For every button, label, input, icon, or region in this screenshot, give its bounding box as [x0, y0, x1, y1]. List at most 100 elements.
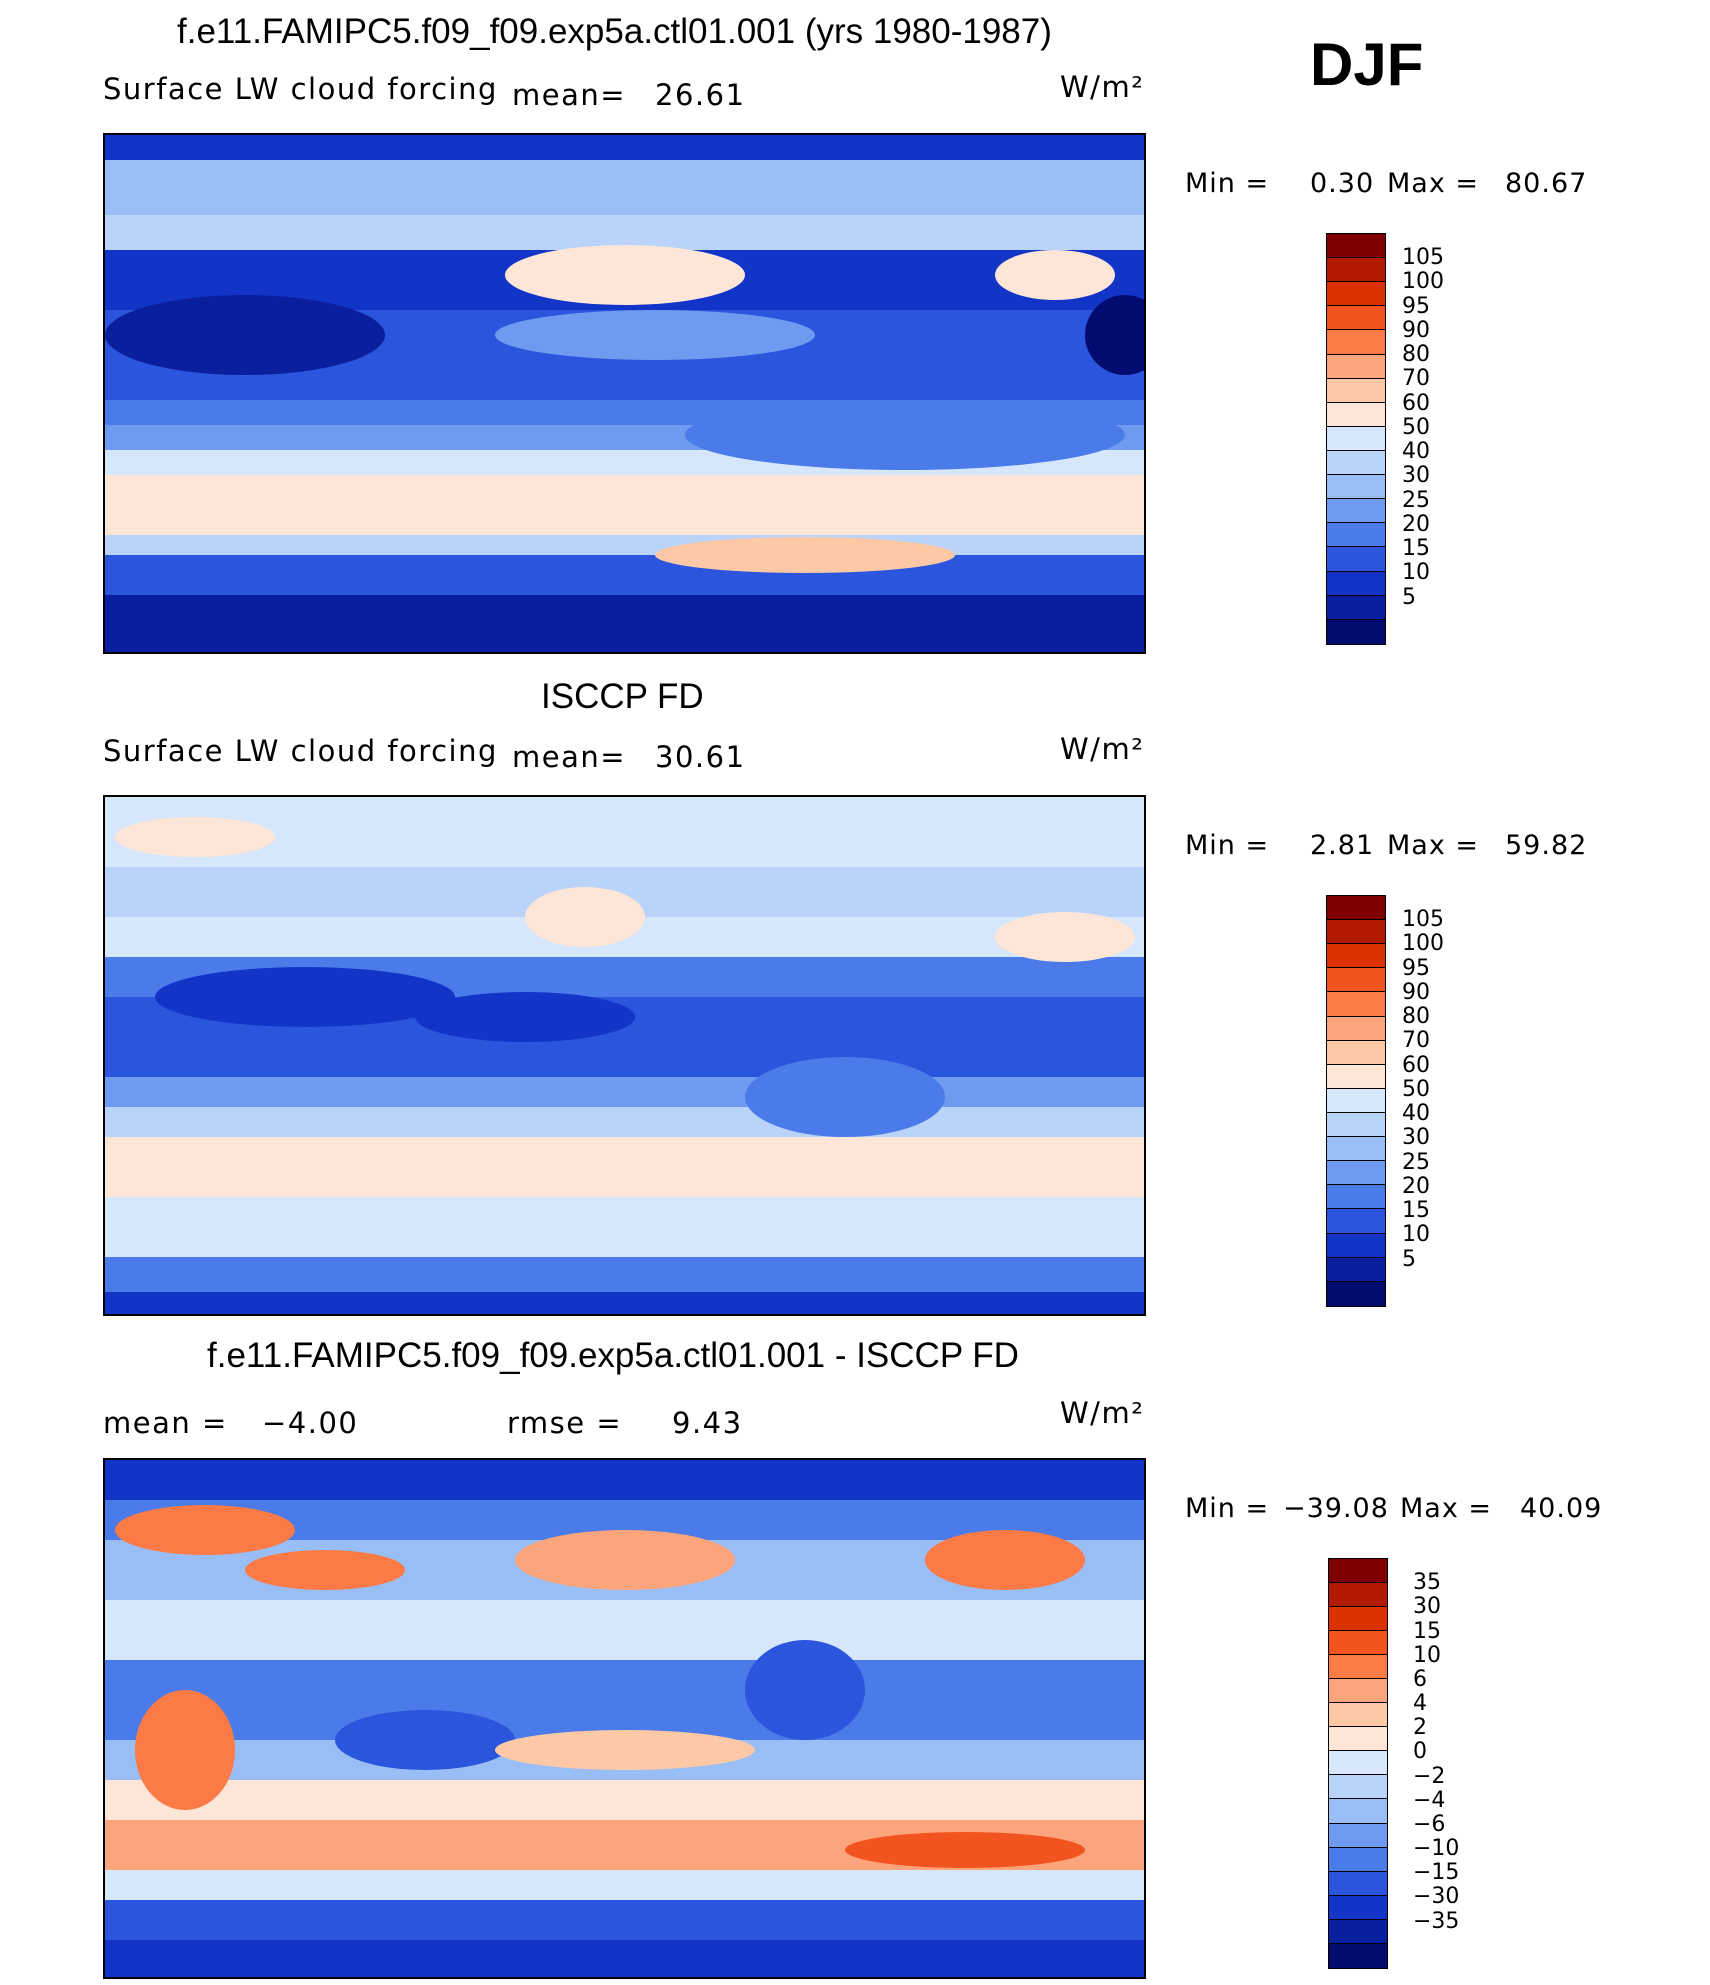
colorbar-tick-label: 95: [1402, 293, 1430, 319]
colorbar-swatch: [1327, 547, 1385, 572]
colorbar-swatch: [1327, 330, 1385, 355]
colorbar-tick-label: 80: [1402, 342, 1430, 368]
colorbar-tick-label: 60: [1402, 1052, 1430, 1078]
panel3-max-value: 40.09: [1520, 1493, 1603, 1524]
colorbar-swatch: [1327, 968, 1385, 993]
colorbar-tick-label: 10: [1413, 1642, 1441, 1668]
colorbar-tick-label: −6: [1413, 1811, 1446, 1837]
colorbar-swatch: [1327, 378, 1385, 403]
colorbar-tick-label: 4: [1413, 1691, 1427, 1717]
colorbar-swatch: [1327, 1064, 1385, 1089]
colorbar-tick-label: 20: [1402, 511, 1430, 537]
panel3-map: [103, 1458, 1146, 1979]
panel1-map-field: [105, 135, 1144, 652]
colorbar-swatch: [1327, 992, 1385, 1017]
panel2-units: W/m²: [1060, 732, 1145, 766]
colorbar-tick-label: 5: [1402, 584, 1416, 610]
colorbar-swatch: [1329, 1847, 1387, 1872]
colorbar-tick-label: −30: [1413, 1884, 1460, 1910]
colorbar-tick-label: 50: [1402, 1076, 1430, 1102]
colorbar-swatch: [1327, 1185, 1385, 1210]
colorbar-tick-label: 30: [1413, 1594, 1441, 1620]
colorbar-swatch: [1327, 944, 1385, 969]
colorbar-swatch: [1327, 571, 1385, 596]
colorbar-swatch: [1327, 306, 1385, 331]
colorbar-tick-label: 40: [1402, 439, 1430, 465]
panel1-colorbar: [1326, 233, 1386, 645]
colorbar-swatch: [1327, 920, 1385, 945]
colorbar-tick-label: 6: [1413, 1666, 1427, 1692]
panel1-max-value: 80.67: [1505, 168, 1588, 199]
colorbar-tick-label: 10: [1402, 560, 1430, 586]
panel1-mean-label: mean=: [512, 78, 627, 112]
colorbar-swatch: [1327, 258, 1385, 283]
colorbar-swatch: [1329, 1895, 1387, 1920]
panel2-title: ISCCP FD: [541, 677, 704, 716]
colorbar-swatch: [1327, 1161, 1385, 1186]
colorbar-swatch: [1327, 354, 1385, 379]
colorbar-swatch: [1329, 1583, 1387, 1608]
colorbar-tick-label: 40: [1402, 1101, 1430, 1127]
colorbar-swatch: [1327, 1137, 1385, 1162]
colorbar-tick-label: 105: [1402, 245, 1444, 271]
colorbar-swatch: [1329, 1655, 1387, 1680]
colorbar-tick-label: 35: [1413, 1570, 1441, 1596]
colorbar-swatch: [1327, 523, 1385, 548]
panel3-map-field: [105, 1460, 1144, 1977]
panel3-colorbar: [1328, 1558, 1388, 1969]
colorbar-swatch: [1329, 1799, 1387, 1824]
colorbar-tick-label: −35: [1413, 1908, 1460, 1934]
panel2-map: [103, 795, 1146, 1316]
colorbar-swatch: [1327, 1209, 1385, 1234]
panel3-mean-label: mean =: [103, 1406, 228, 1440]
colorbar-tick-label: 60: [1402, 390, 1430, 416]
panel2-max-label: Max =: [1387, 830, 1480, 861]
colorbar-swatch: [1329, 1919, 1387, 1944]
panel3-max-label: Max =: [1400, 1493, 1493, 1524]
colorbar-swatch: [1327, 499, 1385, 524]
colorbar-tick-label: 30: [1402, 463, 1430, 489]
colorbar-swatch: [1327, 1112, 1385, 1138]
colorbar-tick-label: 80: [1402, 1004, 1430, 1030]
colorbar-tick-label: 20: [1402, 1173, 1430, 1199]
colorbar-tick-label: 25: [1402, 1149, 1430, 1175]
colorbar-tick-label: 100: [1402, 269, 1444, 295]
panel1-map: [103, 133, 1146, 654]
colorbar-swatch: [1329, 1631, 1387, 1656]
colorbar-swatch: [1329, 1751, 1387, 1776]
panel3-rmse-value: 9.43: [672, 1406, 743, 1440]
panel3-units: W/m²: [1060, 1396, 1145, 1430]
colorbar-tick-label: 50: [1402, 414, 1430, 440]
panel2-mean-label: mean=: [512, 740, 627, 774]
colorbar-tick-label: 100: [1402, 931, 1444, 957]
panel1-max-label: Max =: [1387, 168, 1480, 199]
colorbar-tick-label: 90: [1402, 317, 1430, 343]
panel3-title: f.e11.FAMIPC5.f09_f09.exp5a.ctl01.001 - …: [207, 1336, 1019, 1375]
colorbar-swatch: [1327, 896, 1385, 921]
colorbar-tick-label: 90: [1402, 979, 1430, 1005]
colorbar-swatch: [1329, 1703, 1387, 1728]
colorbar-swatch: [1327, 475, 1385, 500]
colorbar-tick-label: 25: [1402, 487, 1430, 513]
panel3-mean-value: −4.00: [262, 1406, 359, 1440]
colorbar-swatch: [1327, 234, 1385, 259]
panel2-variable: Surface LW cloud forcing: [103, 734, 498, 768]
colorbar-tick-label: 10: [1402, 1222, 1430, 1248]
colorbar-tick-label: 5: [1402, 1246, 1416, 1272]
colorbar-tick-label: −15: [1413, 1860, 1460, 1886]
panel2-colorbar: [1326, 895, 1386, 1307]
colorbar-swatch: [1329, 1679, 1387, 1704]
colorbar-swatch: [1327, 450, 1385, 476]
panel2-mean-value: 30.61: [655, 740, 746, 774]
colorbar-swatch: [1329, 1559, 1387, 1584]
colorbar-tick-label: 15: [1402, 1198, 1430, 1224]
panel2-min-label: Min =: [1185, 830, 1270, 861]
colorbar-tick-label: 30: [1402, 1125, 1430, 1151]
panel1-units: W/m²: [1060, 70, 1145, 104]
colorbar-swatch: [1327, 402, 1385, 427]
colorbar-swatch: [1329, 1607, 1387, 1632]
colorbar-swatch: [1327, 1040, 1385, 1065]
colorbar-tick-label: 15: [1413, 1618, 1441, 1644]
colorbar-swatch: [1327, 619, 1385, 644]
panel1-min-value: 0.30: [1310, 168, 1375, 199]
